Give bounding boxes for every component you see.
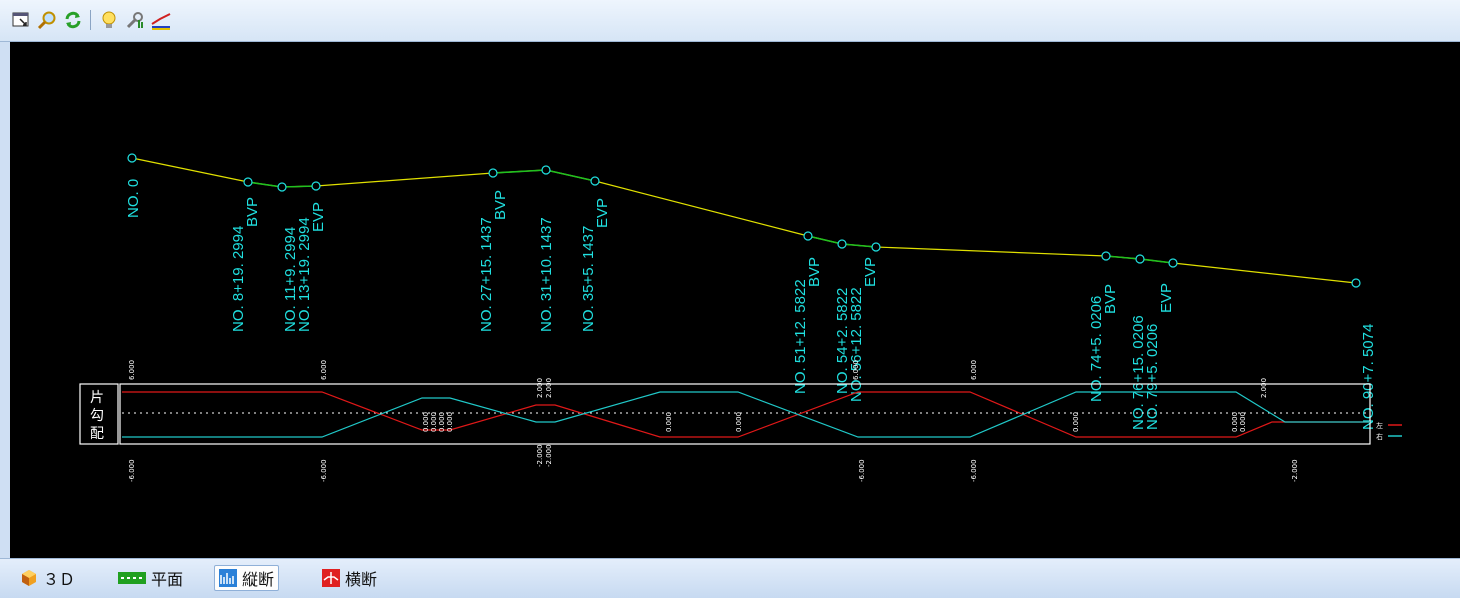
tab-cross-section[interactable]: 横断 xyxy=(318,565,381,591)
superelevation-value: 0.000 xyxy=(1231,412,1239,432)
superelevation-value: -6.000 xyxy=(858,459,866,482)
station-label: NO. 56+12. 5822 xyxy=(848,287,865,402)
ip-point[interactable] xyxy=(590,176,600,186)
ip-point[interactable] xyxy=(1101,251,1111,261)
ip-point[interactable] xyxy=(243,177,253,187)
tab-cross-section-label: 横断 xyxy=(345,570,378,589)
superelevation-value: -2.000 xyxy=(536,444,544,467)
station-label: NO. 13+19. 2994 xyxy=(296,217,313,332)
profile-line-icon[interactable] xyxy=(150,9,172,31)
profile-canvas[interactable]: NO. 0 NO. 8+19. 2994 BVP NO. 11+9. 2994 … xyxy=(10,42,1460,558)
superelevation-right-line xyxy=(122,391,1370,438)
superelevation-value: 2.000 xyxy=(536,378,544,398)
station-label: EVP xyxy=(594,198,611,228)
superelevation-left-line xyxy=(122,391,1370,438)
cross-section-icon xyxy=(322,569,340,587)
station-label: BVP xyxy=(244,197,261,227)
ip-point[interactable] xyxy=(488,168,498,178)
station-label: NO. 0 xyxy=(125,179,142,218)
station-label: NO. 54+2. 5822 xyxy=(834,288,851,394)
superelevation-value: -6.000 xyxy=(970,459,978,482)
superelevation-value: 0.000 xyxy=(430,412,438,432)
plan-icon xyxy=(118,572,146,584)
superelevation-label-box xyxy=(79,383,119,445)
ip-point[interactable] xyxy=(871,242,881,252)
superelevation-label-char: 配 xyxy=(90,426,104,442)
superelevation-value: -2.000 xyxy=(545,444,553,467)
superelevation-value: 6.000 xyxy=(128,360,136,380)
station-label: BVP xyxy=(806,257,823,287)
superelevation-value: 6.000 xyxy=(852,360,860,380)
station-label: EVP xyxy=(862,257,879,287)
station-label: NO. 90+7. 5074 xyxy=(1360,324,1377,430)
station-label: NO. 76+15. 0206 xyxy=(1130,315,1147,430)
superelevation-value: 0.000 xyxy=(422,412,430,432)
superelevation-value: 0.000 xyxy=(438,412,446,432)
station-label: NO. 74+5. 0206 xyxy=(1088,296,1105,402)
ip-point[interactable] xyxy=(1351,278,1361,288)
station-label: NO. 79+5. 0206 xyxy=(1144,324,1161,430)
superelevation-value: 0.000 xyxy=(665,412,673,432)
superelevation-value: 6.000 xyxy=(970,360,978,380)
ip-point[interactable] xyxy=(803,231,813,241)
superelevation-value: 6.000 xyxy=(320,360,328,380)
superelevation-label-char: 勾 xyxy=(90,408,104,424)
superelevation-value: 0.000 xyxy=(446,412,454,432)
station-label: BVP xyxy=(492,190,509,220)
ip-point[interactable] xyxy=(311,181,321,191)
zoom-icon[interactable] xyxy=(36,9,58,31)
tab-profile-label: 縦断 xyxy=(242,570,275,589)
ip-point[interactable] xyxy=(277,182,287,192)
ip-point[interactable] xyxy=(837,239,847,249)
superelevation-value: -6.000 xyxy=(320,459,328,482)
lightbulb-icon[interactable] xyxy=(98,9,120,31)
station-label: BVP xyxy=(1102,284,1119,314)
tab-3d-label: ３Ｄ xyxy=(43,570,76,589)
toolbar xyxy=(0,0,1460,42)
superelevation-value: -6.000 xyxy=(128,459,136,482)
legend-left-label: 左 xyxy=(1376,421,1383,430)
superelevation-value: 2.000 xyxy=(1260,378,1268,398)
tab-profile[interactable]: 縦断 xyxy=(214,565,280,591)
station-label: NO. 8+19. 2994 xyxy=(230,226,247,332)
ip-point[interactable] xyxy=(1135,254,1145,264)
profile-drawing: NO. 0 NO. 8+19. 2994 BVP NO. 11+9. 2994 … xyxy=(79,153,1402,482)
station-label: NO. 31+10. 1437 xyxy=(538,217,555,332)
superelevation-value: 0.000 xyxy=(1239,412,1247,432)
station-label: NO. 51+12. 5822 xyxy=(792,279,809,394)
tab-plan[interactable]: 平面 xyxy=(114,565,187,591)
station-label: NO. 11+9. 2994 xyxy=(282,227,299,332)
select-window-icon[interactable] xyxy=(10,9,32,31)
legend-right-label: 右 xyxy=(1376,432,1383,441)
station-label: EVP xyxy=(1158,283,1175,313)
ip-point[interactable] xyxy=(541,165,551,175)
superelevation-value: 2.000 xyxy=(545,378,553,398)
station-label: EVP xyxy=(310,202,327,232)
station-label: NO. 27+15. 1437 xyxy=(478,217,495,332)
superelevation-diagram-box xyxy=(119,383,1371,445)
view-tab-bar: ３Ｄ 平面 縦断 横断 xyxy=(0,558,1460,598)
settings-icon[interactable] xyxy=(124,9,146,31)
cube-icon xyxy=(22,570,36,586)
superelevation-label-char: 片 xyxy=(90,390,104,406)
tab-3d[interactable]: ３Ｄ xyxy=(16,565,79,591)
profile-icon xyxy=(219,569,237,587)
superelevation-value: 0.000 xyxy=(735,412,743,432)
ip-point[interactable] xyxy=(1168,258,1178,268)
tab-plan-label: 平面 xyxy=(151,570,184,589)
ip-point[interactable] xyxy=(127,153,137,163)
superelevation-value: 0.000 xyxy=(1072,412,1080,432)
refresh-icon[interactable] xyxy=(62,9,84,31)
superelevation-value: -2.000 xyxy=(1291,459,1299,482)
station-label: NO. 35+5. 1437 xyxy=(580,226,597,332)
